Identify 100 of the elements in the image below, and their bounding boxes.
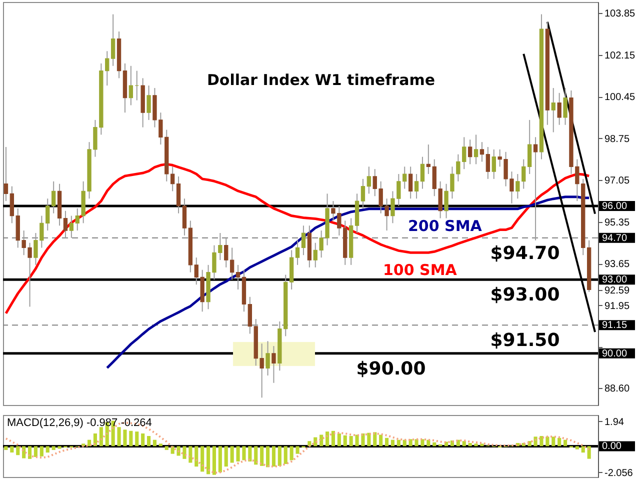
candlestick (408, 166, 413, 200)
bar (587, 446, 591, 459)
y-tick-label: 93.65 (604, 259, 630, 270)
candlestick (563, 88, 568, 126)
text: Dollar Index W1 timeframe (206, 71, 436, 89)
bar (230, 446, 234, 463)
bar (558, 438, 562, 446)
y-tick-label: 92.59 (604, 285, 630, 296)
series-label: 100 SMA (383, 261, 458, 279)
candlestick (533, 136, 538, 241)
bar (146, 436, 151, 446)
candlestick (4, 146, 8, 202)
bar (474, 444, 478, 446)
bar (242, 446, 246, 460)
bar (384, 438, 389, 446)
candlestick (69, 215, 74, 238)
bar (141, 433, 145, 446)
bar (278, 446, 282, 466)
bar (40, 446, 44, 456)
candlestick (10, 186, 14, 224)
bar (99, 427, 103, 446)
candlestick (224, 237, 228, 268)
bar (206, 446, 210, 474)
line-series (4, 162, 590, 315)
bar (575, 446, 579, 450)
bar (331, 430, 336, 446)
y-tick-label: -2.056 (604, 468, 634, 479)
bar (272, 446, 276, 467)
candlestick (170, 166, 175, 192)
bar (361, 433, 365, 446)
y-tick-label: 91.95 (604, 300, 630, 312)
bar (117, 427, 121, 446)
candlestick (110, 14, 116, 66)
ref-line-label: 0.00 (602, 441, 622, 452)
candlestick (63, 210, 68, 238)
bar (188, 446, 192, 463)
bar (563, 440, 568, 446)
bar (367, 432, 371, 446)
bar (22, 446, 26, 458)
candlestick (426, 144, 431, 175)
bar (129, 430, 133, 446)
y-tick-label: 88.60 (604, 383, 630, 394)
candlestick (360, 178, 366, 209)
bar (325, 432, 330, 446)
bar (546, 436, 550, 446)
ref-line-label: 96.00 (602, 200, 628, 212)
bar (379, 434, 383, 446)
y-tick-label: 1.94 (604, 416, 624, 428)
bar (480, 444, 484, 446)
bar (200, 446, 204, 472)
candlestick (146, 85, 151, 120)
bar (468, 443, 472, 446)
ref-line-label: 93.00 (602, 274, 628, 286)
bar (349, 436, 353, 446)
bar (182, 446, 186, 459)
candlestick (272, 346, 276, 384)
bar (135, 432, 139, 446)
bar (320, 434, 324, 446)
bar (296, 446, 300, 454)
bar (284, 446, 288, 464)
bar (396, 440, 400, 446)
bar (158, 444, 162, 446)
candlestick (492, 148, 496, 180)
candlestick (266, 340, 270, 376)
candlestick (414, 174, 419, 200)
candlestick (51, 180, 56, 214)
bar (218, 446, 222, 472)
bar (540, 436, 544, 446)
bar (462, 441, 466, 446)
bar (58, 446, 62, 449)
y-tick-label: 103.85 (604, 8, 636, 20)
candlestick (236, 264, 240, 290)
candlestick (301, 225, 306, 256)
series-label: 200 SMA (408, 217, 482, 235)
candlestick (182, 198, 187, 236)
y-tick-label: 97.05 (604, 176, 630, 187)
candlestick (420, 156, 425, 190)
bar (152, 440, 157, 446)
annotation: $91.50 (490, 330, 560, 352)
bar (337, 433, 341, 446)
bar (414, 439, 418, 446)
bar (534, 436, 538, 446)
candlestick (176, 176, 181, 214)
bar (290, 446, 294, 460)
annotation: $90.00 (356, 358, 426, 380)
candlestick (468, 139, 472, 165)
bar (254, 446, 258, 465)
bar (46, 446, 50, 453)
bar (248, 446, 252, 462)
candlestick (248, 296, 252, 334)
bar (164, 446, 168, 450)
bar (176, 446, 180, 456)
bar (420, 439, 424, 446)
bar (34, 446, 38, 458)
bar (343, 435, 347, 446)
candlestick (474, 134, 478, 165)
annotation: $93.00 (490, 284, 560, 306)
bar (390, 440, 395, 446)
candlestick (551, 88, 556, 133)
bar (52, 446, 56, 450)
